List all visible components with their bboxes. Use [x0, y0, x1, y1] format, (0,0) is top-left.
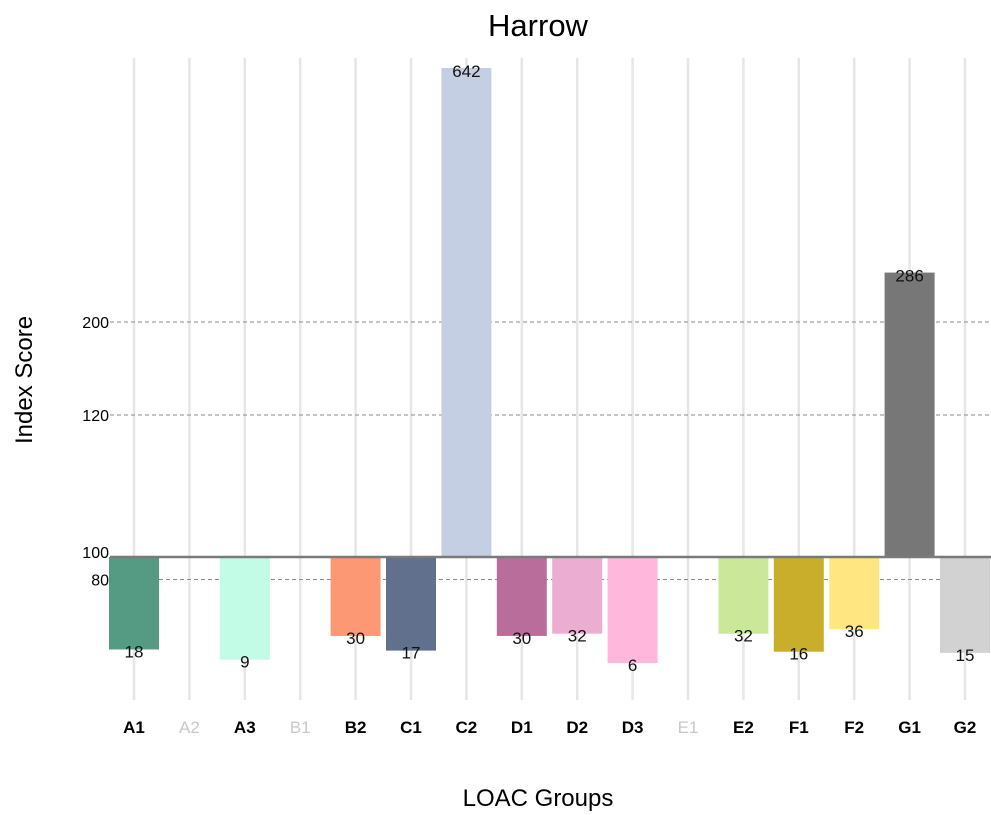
data-label-f2: 36 — [845, 622, 864, 641]
x-tick-g2: G2 — [954, 718, 977, 737]
x-tick-e1: E1 — [678, 718, 699, 737]
chart-title: Harrow — [488, 8, 589, 43]
y-tick-200: 200 — [82, 315, 109, 332]
horizontal-gridlines — [110, 321, 991, 581]
data-label-d2: 32 — [568, 627, 587, 646]
x-tick-d1: D1 — [511, 718, 533, 737]
bar-e2 — [718, 557, 769, 634]
bar-d1 — [496, 557, 547, 636]
bar-c1 — [386, 557, 436, 651]
bars — [109, 68, 990, 663]
y-tick-120: 120 — [82, 408, 109, 425]
data-label-c2: 642 — [452, 62, 480, 81]
x-tick-c1: C1 — [400, 718, 422, 737]
y-axis-title: Index Score — [11, 316, 38, 444]
bar-g1 — [884, 272, 935, 557]
y-tick-80: 80 — [91, 573, 109, 590]
x-tick-d2: D2 — [566, 718, 588, 737]
x-tick-g1: G1 — [898, 718, 921, 737]
bar-b2 — [330, 557, 381, 636]
data-label-g1: 286 — [895, 267, 923, 286]
data-label-d1: 30 — [512, 629, 531, 648]
x-axis-title: LOAC Groups — [463, 785, 614, 812]
x-tick-b1: B1 — [290, 718, 311, 737]
bar-f1 — [773, 557, 824, 652]
y-tick-100: 100 — [82, 545, 109, 562]
bar-d2 — [552, 557, 603, 634]
x-tick-a1: A1 — [123, 718, 145, 737]
bar-a1 — [109, 557, 159, 650]
data-label-a1: 18 — [125, 642, 144, 661]
data-label-e2: 32 — [734, 627, 753, 646]
x-tick-d3: D3 — [622, 718, 644, 737]
y-tick-labels: 80 100 120 200 — [82, 315, 109, 590]
bar-g2 — [940, 557, 990, 653]
data-label-g2: 15 — [956, 646, 975, 665]
data-label-d3: 6 — [628, 656, 637, 675]
bar-a3 — [219, 557, 270, 660]
x-tick-f2: F2 — [844, 718, 864, 737]
data-label-f1: 16 — [789, 645, 808, 664]
data-label-b2: 30 — [346, 629, 365, 648]
x-tick-f1: F1 — [789, 718, 809, 737]
x-tick-c2: C2 — [456, 718, 478, 737]
bar-d3 — [607, 557, 658, 663]
data-label-c1: 17 — [402, 644, 421, 663]
x-tick-a2: A2 — [179, 718, 200, 737]
x-tick-e2: E2 — [733, 718, 754, 737]
x-tick-labels: A1 A2 A3 B1 B2 C1 C2 D1 D2 D3 E1 E2 F1 F2 G1 G2 — [123, 718, 976, 737]
x-tick-a3: A3 — [234, 718, 256, 737]
x-tick-b2: B2 — [345, 718, 367, 737]
data-labels: 18 9 30 17 642 30 32 6 32 16 36 286 15 — [125, 62, 975, 675]
bar-c2 — [441, 68, 492, 557]
bar-f2 — [829, 557, 880, 630]
data-label-a3: 9 — [240, 653, 249, 672]
